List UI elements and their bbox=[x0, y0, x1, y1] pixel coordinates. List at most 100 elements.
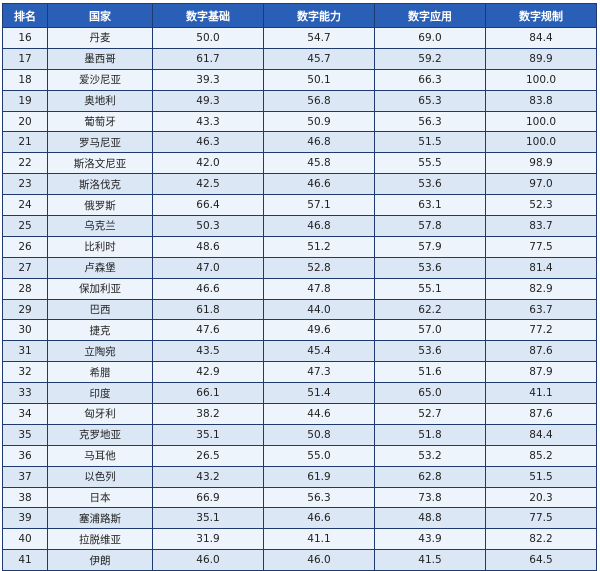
capability-cell: 46.6 bbox=[263, 507, 375, 530]
foundation-cell: 50.0 bbox=[152, 27, 264, 49]
capability-cell: 47.8 bbox=[263, 277, 375, 300]
foundation-cell: 50.3 bbox=[152, 215, 264, 237]
foundation-cell: 48.6 bbox=[152, 235, 264, 258]
application-cell: 57.8 bbox=[374, 215, 486, 237]
table-row: 32 希腊 42.9 47.3 51.6 87.9 bbox=[2, 361, 597, 384]
regulation-cell: 82.2 bbox=[485, 528, 597, 551]
table-row: 29 巴西 61.8 44.0 62.2 63.7 bbox=[2, 298, 597, 321]
table-body: 16 丹麦 50.0 54.7 69.0 84.4 17 墨西哥 61.7 45.7 59.2 89.… bbox=[2, 27, 597, 571]
foundation-cell: 38.2 bbox=[152, 403, 264, 425]
application-cell: 53.2 bbox=[374, 444, 486, 467]
table-row: 30 捷克 47.6 49.6 57.0 77.2 bbox=[2, 319, 597, 342]
country-cell: 斯洛伐克 bbox=[47, 173, 153, 196]
rank-cell: 27 bbox=[2, 256, 48, 279]
application-cell: 62.2 bbox=[374, 298, 486, 321]
rank-cell: 24 bbox=[2, 194, 48, 217]
foundation-cell: 61.8 bbox=[152, 298, 264, 321]
application-cell: 66.3 bbox=[374, 68, 486, 91]
capability-cell: 50.1 bbox=[263, 68, 375, 91]
application-cell: 51.8 bbox=[374, 423, 486, 446]
capability-cell: 51.4 bbox=[263, 382, 375, 405]
regulation-cell: 81.4 bbox=[485, 256, 597, 279]
rank-cell: 16 bbox=[2, 27, 48, 49]
rank-cell: 37 bbox=[2, 465, 48, 488]
table-row: 16 丹麦 50.0 54.7 69.0 84.4 bbox=[2, 27, 597, 49]
application-cell: 69.0 bbox=[374, 27, 486, 49]
foundation-cell: 49.3 bbox=[152, 89, 264, 112]
country-cell: 丹麦 bbox=[47, 27, 153, 49]
application-cell: 53.6 bbox=[374, 340, 486, 363]
foundation-cell: 47.0 bbox=[152, 256, 264, 279]
regulation-cell: 83.8 bbox=[485, 89, 597, 112]
table-row: 17 墨西哥 61.7 45.7 59.2 89.9 bbox=[2, 47, 597, 70]
header-digital-application: 数字应用 bbox=[374, 3, 486, 28]
rank-cell: 23 bbox=[2, 173, 48, 196]
capability-cell: 56.8 bbox=[263, 89, 375, 112]
application-cell: 51.6 bbox=[374, 361, 486, 384]
regulation-cell: 82.9 bbox=[485, 277, 597, 300]
table-row: 21 罗马尼亚 46.3 46.8 51.5 100.0 bbox=[2, 131, 597, 154]
rank-cell: 31 bbox=[2, 340, 48, 363]
table-row: 37 以色列 43.2 61.9 62.8 51.5 bbox=[2, 465, 597, 488]
capability-cell: 56.3 bbox=[263, 486, 375, 509]
capability-cell: 50.9 bbox=[263, 110, 375, 133]
application-cell: 59.2 bbox=[374, 47, 486, 70]
regulation-cell: 85.2 bbox=[485, 444, 597, 467]
application-cell: 57.0 bbox=[374, 319, 486, 342]
country-cell: 塞浦路斯 bbox=[47, 507, 153, 530]
table-row: 38 日本 66.9 56.3 73.8 20.3 bbox=[2, 486, 597, 509]
header-row: 排名 国家 数字基础 数字能力 数字应用 数字规制 bbox=[2, 3, 597, 28]
capability-cell: 46.0 bbox=[263, 549, 375, 571]
foundation-cell: 42.0 bbox=[152, 152, 264, 175]
country-cell: 立陶宛 bbox=[47, 340, 153, 363]
rank-cell: 35 bbox=[2, 423, 48, 446]
capability-cell: 51.2 bbox=[263, 235, 375, 258]
regulation-cell: 83.7 bbox=[485, 215, 597, 237]
table-row: 18 爱沙尼亚 39.3 50.1 66.3 100.0 bbox=[2, 68, 597, 91]
country-cell: 匈牙利 bbox=[47, 403, 153, 425]
capability-cell: 41.1 bbox=[263, 528, 375, 551]
capability-cell: 61.9 bbox=[263, 465, 375, 488]
table-row: 39 塞浦路斯 35.1 46.6 48.8 77.5 bbox=[2, 507, 597, 530]
country-cell: 印度 bbox=[47, 382, 153, 405]
country-cell: 希腊 bbox=[47, 361, 153, 384]
regulation-cell: 77.5 bbox=[485, 507, 597, 530]
application-cell: 53.6 bbox=[374, 173, 486, 196]
country-cell: 斯洛文尼亚 bbox=[47, 152, 153, 175]
capability-cell: 44.0 bbox=[263, 298, 375, 321]
foundation-cell: 61.7 bbox=[152, 47, 264, 70]
application-cell: 52.7 bbox=[374, 403, 486, 425]
capability-cell: 47.3 bbox=[263, 361, 375, 384]
capability-cell: 54.7 bbox=[263, 27, 375, 49]
country-cell: 卢森堡 bbox=[47, 256, 153, 279]
rank-cell: 25 bbox=[2, 215, 48, 237]
country-cell: 日本 bbox=[47, 486, 153, 509]
country-cell: 爱沙尼亚 bbox=[47, 68, 153, 91]
foundation-cell: 43.5 bbox=[152, 340, 264, 363]
foundation-cell: 47.6 bbox=[152, 319, 264, 342]
capability-cell: 46.6 bbox=[263, 173, 375, 196]
foundation-cell: 46.6 bbox=[152, 277, 264, 300]
application-cell: 41.5 bbox=[374, 549, 486, 571]
capability-cell: 44.6 bbox=[263, 403, 375, 425]
regulation-cell: 89.9 bbox=[485, 47, 597, 70]
rank-cell: 34 bbox=[2, 403, 48, 425]
country-cell: 捷克 bbox=[47, 319, 153, 342]
regulation-cell: 87.6 bbox=[485, 403, 597, 425]
foundation-cell: 26.5 bbox=[152, 444, 264, 467]
country-cell: 葡萄牙 bbox=[47, 110, 153, 133]
table-row: 28 保加利亚 46.6 47.8 55.1 82.9 bbox=[2, 277, 597, 300]
foundation-cell: 66.1 bbox=[152, 382, 264, 405]
rank-cell: 29 bbox=[2, 298, 48, 321]
table-row: 27 卢森堡 47.0 52.8 53.6 81.4 bbox=[2, 256, 597, 279]
regulation-cell: 41.1 bbox=[485, 382, 597, 405]
application-cell: 55.1 bbox=[374, 277, 486, 300]
capability-cell: 45.8 bbox=[263, 152, 375, 175]
capability-cell: 49.6 bbox=[263, 319, 375, 342]
table-row: 19 奥地利 49.3 56.8 65.3 83.8 bbox=[2, 89, 597, 112]
ranking-table: 排名 国家 数字基础 数字能力 数字应用 数字规制 16 丹麦 50.0 54.7 69… bbox=[2, 3, 597, 571]
regulation-cell: 84.4 bbox=[485, 27, 597, 49]
country-cell: 比利时 bbox=[47, 235, 153, 258]
country-cell: 伊朗 bbox=[47, 549, 153, 571]
foundation-cell: 35.1 bbox=[152, 507, 264, 530]
